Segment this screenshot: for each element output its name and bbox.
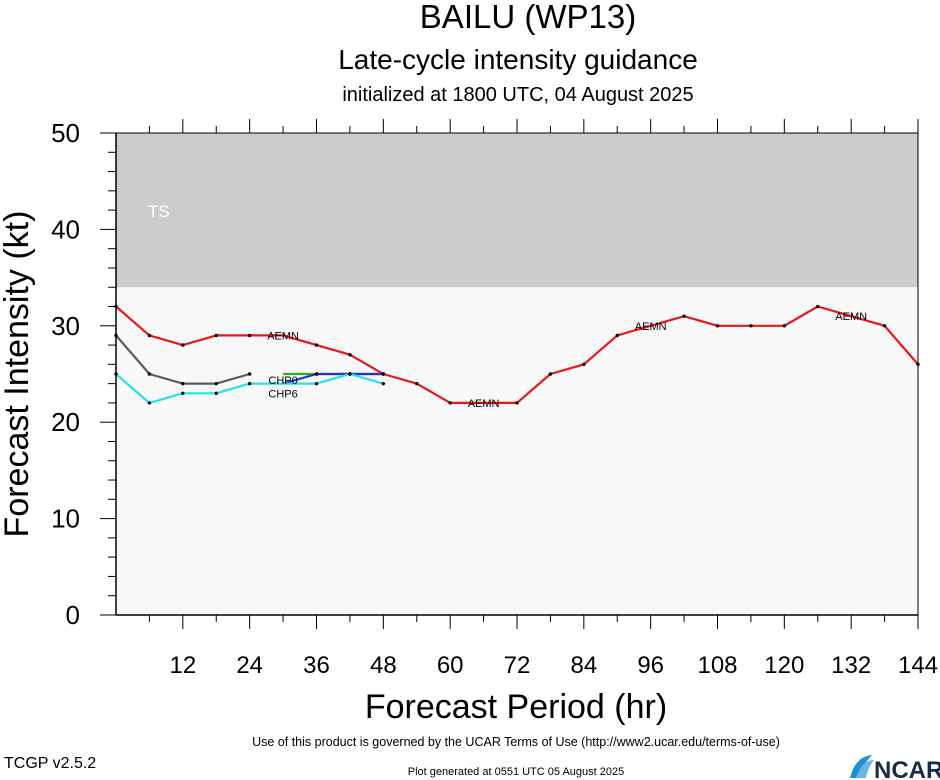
ncar-logo: NCAR [850, 755, 940, 780]
data-point [816, 304, 820, 309]
x-tick-label: 36 [303, 652, 330, 679]
data-point [381, 372, 386, 376]
data-point [214, 333, 218, 338]
y-tick-label: 10 [51, 504, 80, 534]
y-tick-label: 20 [51, 407, 80, 437]
data-point [749, 324, 753, 328]
y-tick-label: 30 [51, 311, 80, 341]
terms-of-use-notice: Use of this product is governed by the U… [252, 735, 780, 749]
data-point [682, 314, 686, 318]
data-point [314, 381, 319, 386]
data-point [314, 343, 319, 347]
ncar-logo-text: NCAR [874, 757, 940, 780]
data-point [147, 372, 152, 376]
x-tick-label: 24 [236, 652, 263, 679]
data-point [415, 381, 419, 386]
x-axis-label: Forecast Period (hr) [365, 688, 667, 726]
chart-subtitle: Late-cycle intensity guidance [338, 44, 698, 75]
data-point [247, 333, 252, 338]
data-point [715, 324, 720, 328]
x-tick-label: 132 [831, 652, 871, 679]
data-point [181, 381, 185, 386]
data-point [181, 343, 185, 347]
data-point [348, 372, 352, 376]
data-point [348, 353, 352, 357]
data-point [381, 381, 386, 386]
series-label: AEMN [835, 311, 867, 323]
y-tick-label: 50 [51, 118, 80, 148]
series-line [282, 372, 384, 385]
intensity-band [116, 133, 918, 288]
x-tick-label: 96 [637, 652, 664, 679]
x-tick-label: 84 [570, 652, 597, 679]
data-point [782, 324, 787, 328]
data-point [214, 391, 218, 395]
data-point [548, 372, 553, 376]
data-point [515, 401, 519, 405]
series-label: AEMN [267, 330, 299, 342]
x-tick-label: 48 [370, 652, 397, 679]
data-point [582, 362, 586, 367]
data-point [181, 391, 185, 395]
version-label: TCGP v2.5.2 [4, 755, 97, 772]
data-point [615, 333, 619, 338]
x-tick-label: 72 [504, 652, 531, 679]
data-point [147, 333, 152, 338]
data-point [314, 372, 319, 376]
series-label: CHP0 [268, 375, 297, 387]
x-tick-label: 60 [437, 652, 464, 679]
chart-title: BAILU (WP13) [419, 0, 637, 35]
data-point [247, 381, 252, 386]
data-point [247, 372, 252, 376]
series-label: CHP6 [268, 389, 297, 401]
y-axis-label: Forecast Intensity (kt) [0, 211, 36, 538]
x-tick-label: 12 [169, 652, 196, 679]
data-point [448, 401, 452, 405]
series-label: AEMN [635, 321, 667, 333]
init-time-line: initialized at 1800 UTC, 04 August 2025 [342, 84, 694, 106]
data-point [214, 381, 218, 386]
series-label: AEMN [468, 398, 500, 410]
data-point [147, 401, 152, 405]
plot-background: TS [116, 133, 918, 615]
data-point [882, 324, 887, 328]
intensity-chart: TS AEMN AEMN AEMN AEMN CHP0 CHP6 12 24 36 48 60 72… [0, 118, 938, 726]
x-tick-label: 120 [764, 652, 804, 679]
x-tick-label: 108 [697, 652, 737, 679]
axes: 12 24 36 48 60 72 84 96 108 120 132 144 0 10 20 30 40 50 F… [0, 118, 938, 726]
band-label: TS [148, 202, 170, 221]
y-tick-label: 40 [51, 214, 80, 244]
y-tick-label: 0 [66, 600, 80, 630]
generated-timestamp: Plot generated at 0551 UTC 05 August 202… [407, 766, 625, 778]
series-lines: AEMN AEMN AEMN AEMN CHP0 CHP6 [114, 304, 920, 410]
x-tick-label: 144 [898, 652, 938, 679]
